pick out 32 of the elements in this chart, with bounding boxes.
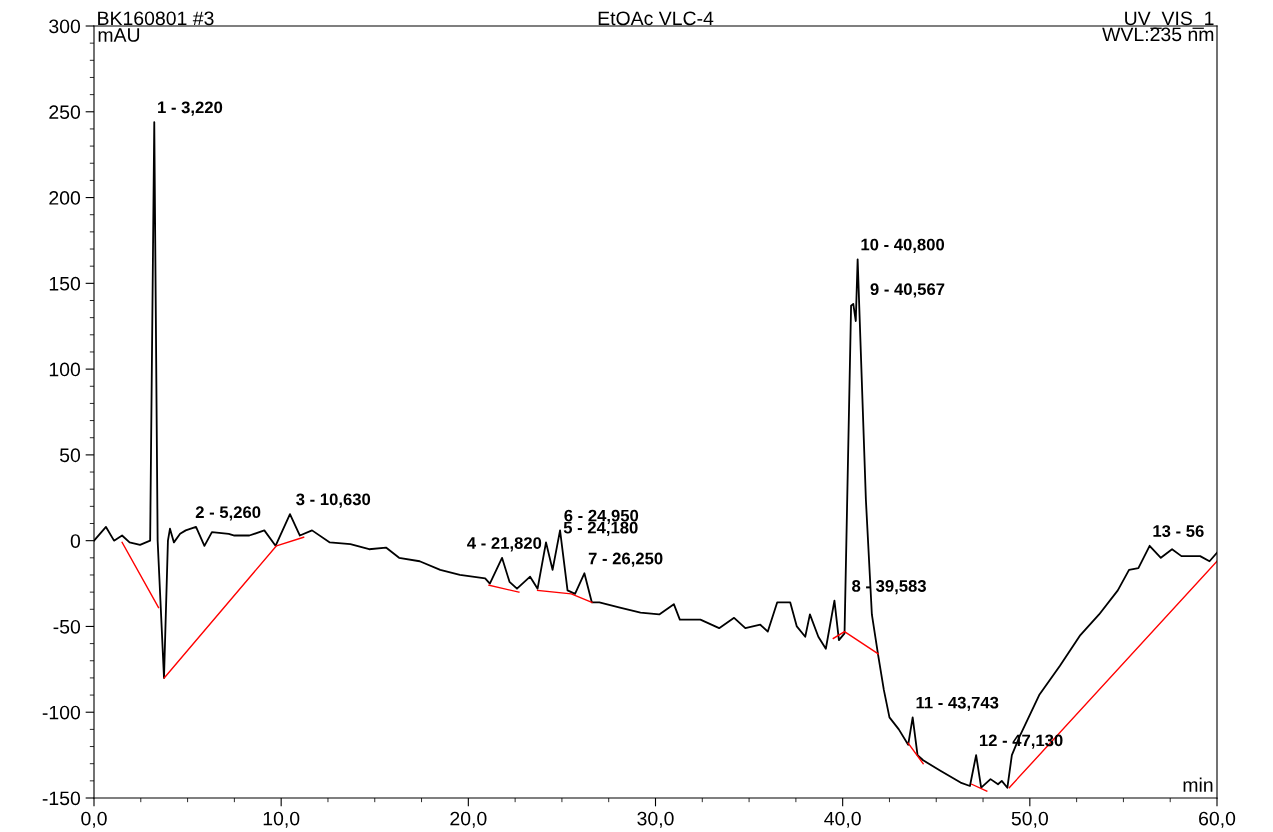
chart-title: EtOAc VLC-4 <box>598 11 714 26</box>
annotation: 7 - 26,250 <box>588 552 663 567</box>
annotation: 2 - 5,260 <box>195 506 261 521</box>
y-tick-label: -50 <box>53 619 81 634</box>
y-tick-label: 100 <box>49 362 81 377</box>
annotation: 1 - 3,220 <box>158 101 223 116</box>
y-tick-label: 300 <box>49 19 81 34</box>
x-tick-label: 60,0 <box>1199 811 1236 828</box>
y-tick-label: -150 <box>42 791 81 806</box>
text: BK160801 #3 <box>98 11 214 26</box>
annotation: 10 - 40,800 <box>861 238 945 253</box>
x-tick-label: 50,0 <box>1011 811 1048 828</box>
annotation: 11 - 43,743 <box>916 696 999 711</box>
x-axis-title: min <box>1183 777 1213 792</box>
y-tick-label: 0 <box>70 534 81 548</box>
x-tick-label: 30,0 <box>637 811 674 828</box>
annotation: UV_VIS_1 <box>1125 11 1214 29</box>
y-tick-label: -100 <box>42 705 81 720</box>
y-tick-label: 250 <box>49 105 81 120</box>
y-tick-label: 50 <box>59 448 81 463</box>
annotation: 13 - 56 <box>1153 525 1204 537</box>
x-tick-label: 20,0 <box>450 811 487 828</box>
annotation: 3 - 10,630 <box>296 493 371 508</box>
annotation: 8 - 39,583 <box>852 580 926 595</box>
annotation: 4 - 21,820 <box>467 537 542 552</box>
y-tick-label: 150 <box>49 276 81 291</box>
annotation: 9 - 40,567 <box>870 283 945 298</box>
y-axis-title: mAU <box>98 28 140 42</box>
x-tick-label: 40,0 <box>824 811 861 828</box>
y-tick-label: 200 <box>49 191 81 205</box>
x-tick-label: 10,0 <box>263 811 300 828</box>
x-tick-label: 0,0 <box>81 811 107 828</box>
